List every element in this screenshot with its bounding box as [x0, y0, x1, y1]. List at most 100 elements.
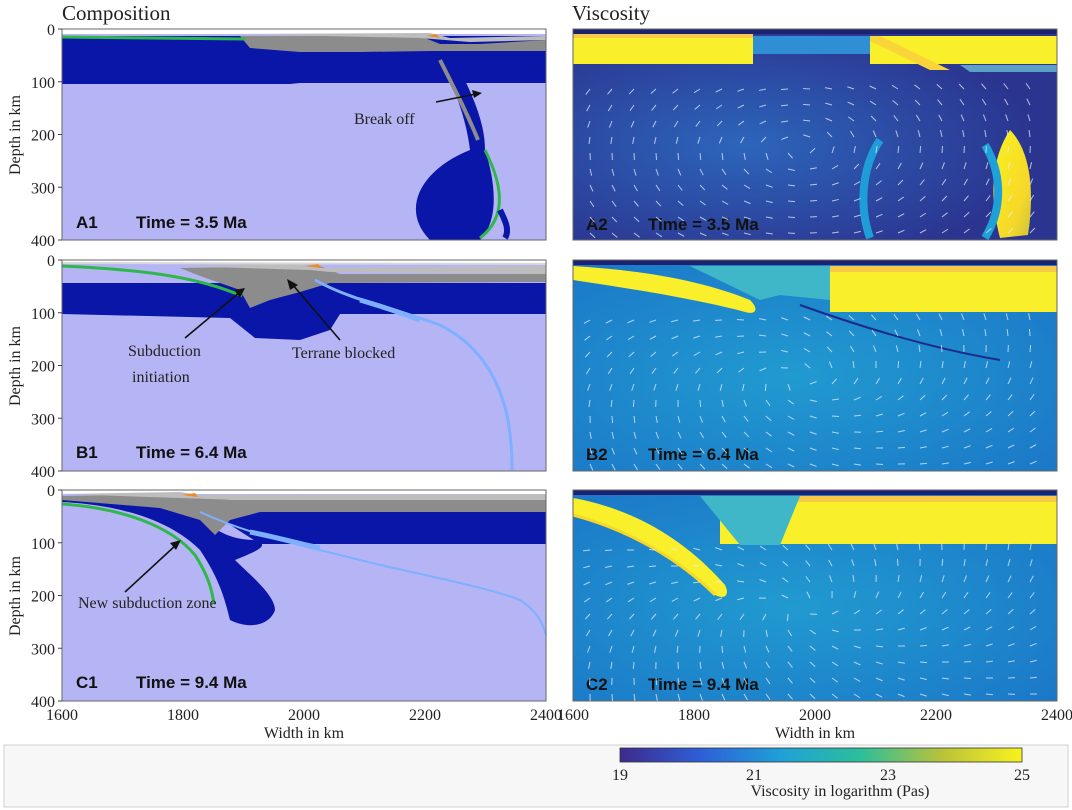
velocity-arrow [919, 377, 924, 385]
panel-label-c1: C1 [76, 673, 98, 692]
velocity-arrow [721, 415, 726, 423]
velocity-arrow [721, 661, 725, 669]
velocity-arrow [1007, 626, 1015, 631]
velocity-arrow [633, 184, 638, 192]
velocity-arrow [941, 178, 947, 186]
velocity-arrow [869, 100, 877, 106]
velocity-arrow [758, 334, 767, 337]
velocity-arrow [737, 580, 745, 583]
velocity-arrow [606, 613, 613, 620]
velocity-arrow [611, 447, 615, 455]
velocity-arrow [787, 693, 793, 700]
velocity-arrow [611, 232, 618, 238]
velocity-arrow [1005, 313, 1009, 321]
velocity-arrow [985, 195, 991, 202]
panel-time-a2: Time = 3.5 Ma [648, 215, 759, 234]
velocity-arrow [937, 99, 943, 106]
velocity-arrow [809, 167, 817, 170]
velocity-arrow [721, 399, 724, 407]
x-tick-label: 2000 [288, 707, 320, 724]
velocity-arrow [804, 363, 811, 369]
velocity-arrow [914, 99, 921, 106]
velocity-arrow [809, 199, 818, 202]
velocity-arrow [649, 581, 657, 585]
velocity-arrow [962, 130, 965, 138]
velocity-arrow [875, 645, 884, 648]
velocity-arrow [1029, 227, 1036, 234]
y-tick-label: 300 [31, 180, 55, 197]
velocity-arrow [897, 693, 905, 698]
velocity-arrow [963, 693, 971, 696]
velocity-arrow [985, 643, 993, 647]
velocity-arrow [831, 463, 839, 467]
velocity-arrow [719, 383, 723, 391]
velocity-arrow [787, 152, 794, 159]
velocity-arrow [607, 104, 613, 112]
velocity-arrow [697, 136, 701, 144]
velocity-arrow [984, 130, 987, 138]
velocity-arrow [739, 613, 745, 621]
velocity-arrow [699, 431, 705, 439]
velocity-arrow [610, 136, 613, 144]
velocity-arrow [963, 445, 971, 449]
velocity-arrow [582, 549, 591, 552]
velocity-arrow [809, 693, 816, 700]
velocity-arrow [716, 367, 723, 374]
velocity-arrow [960, 313, 965, 321]
velocity-arrow [627, 335, 635, 341]
velocity-arrow [985, 542, 988, 551]
velocity-arrow [611, 184, 616, 192]
velocity-arrow [697, 383, 701, 391]
velocity-arrow [985, 609, 992, 615]
velocity-arrow [715, 88, 723, 93]
velocity-arrow [787, 661, 793, 668]
velocity-arrow [1007, 410, 1014, 417]
velocity-arrow [765, 661, 770, 669]
velocity-arrow [853, 661, 861, 666]
y-tick-label: 200 [31, 589, 55, 606]
velocity-arrow [850, 543, 855, 551]
velocity-arrow [897, 430, 905, 433]
velocity-arrow [848, 314, 855, 321]
velocity-arrow [611, 693, 614, 702]
velocity-arrow [655, 232, 663, 238]
velocity-arrow [677, 152, 680, 161]
velocity-arrow [697, 629, 701, 637]
velocity-arrow [589, 463, 594, 471]
velocity-arrow [721, 232, 729, 236]
velocity-arrow [985, 361, 989, 369]
velocity-arrow [919, 693, 927, 697]
velocity-arrow [633, 693, 636, 702]
velocity-arrow [875, 609, 882, 615]
velocity-arrow [780, 104, 789, 107]
velocity-arrow [743, 399, 747, 407]
velocity-arrow [628, 88, 635, 95]
velocity-arrow [853, 693, 861, 699]
velocity-arrow [632, 661, 635, 670]
velocity-arrow [853, 414, 862, 417]
velocity-arrow [1007, 609, 1014, 615]
velocity-arrow [655, 463, 661, 471]
velocity-arrow [853, 181, 861, 186]
velocity-arrow [963, 411, 970, 417]
velocity-arrow [831, 693, 838, 699]
velocity-arrow [915, 114, 921, 122]
velocity-arrow [587, 120, 591, 128]
velocity-arrow [831, 629, 839, 633]
velocity-arrow [871, 329, 877, 337]
velocity-arrow [717, 613, 723, 620]
velocity-arrow [802, 103, 811, 106]
velocity-arrow [587, 383, 591, 391]
velocity-arrow [897, 145, 900, 154]
velocity-arrow [919, 609, 926, 615]
ylabel-b: Depth in km [7, 325, 24, 406]
velocity-arrow [721, 447, 728, 454]
velocity-arrow [809, 147, 816, 154]
annotation-new-subduction-zone: New subduction zone [78, 595, 217, 612]
velocity-arrow [692, 581, 701, 584]
velocity-arrow [831, 661, 839, 667]
velocity-arrow [607, 367, 613, 375]
velocity-arrow [1007, 427, 1015, 433]
velocity-arrow [743, 447, 750, 453]
velocity-arrow [919, 429, 927, 433]
